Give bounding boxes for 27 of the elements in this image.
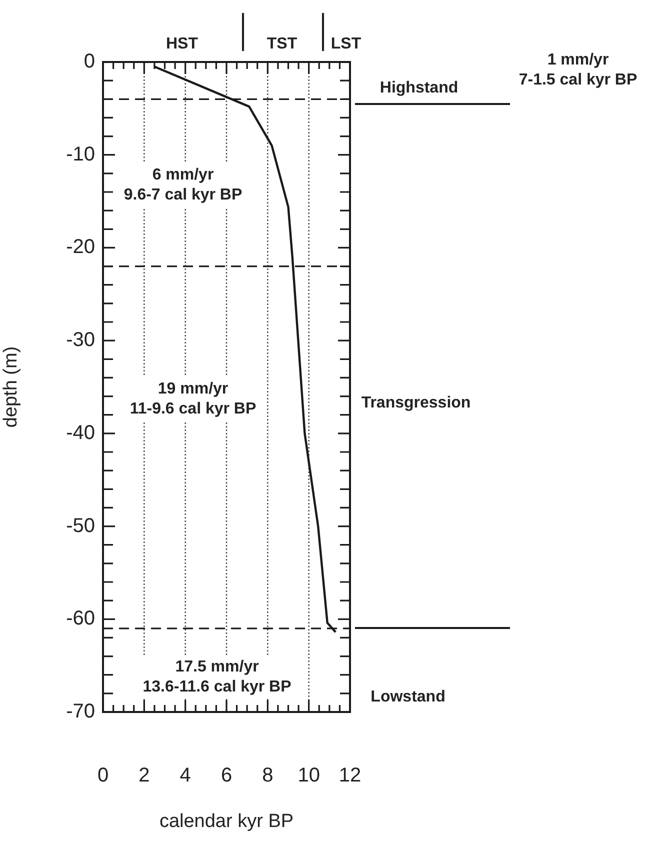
- y-tick-label: -50: [66, 514, 95, 537]
- y-tick-label: -70: [66, 700, 95, 723]
- text: LST: [330, 35, 362, 52]
- y-tick-label: -10: [66, 143, 95, 166]
- y-tick-label: 0: [84, 50, 95, 73]
- annotation: 19 mm/yr 11-9.6 cal kyr BP: [130, 380, 256, 418]
- text: Transgression: [361, 394, 471, 412]
- x-tick-label: 2: [138, 764, 150, 787]
- y-tick-label: -40: [66, 422, 95, 444]
- y-tick-label: -30: [66, 329, 95, 352]
- x-tick-label: 4: [180, 764, 191, 787]
- y-tick-label: -20: [66, 236, 95, 258]
- x-tick-label: 0: [97, 764, 109, 787]
- annotation: 6 mm/yr 9.6-7 cal kyr BP: [124, 166, 242, 204]
- text: TST: [266, 35, 298, 52]
- y-axis-title: depth (m): [0, 346, 22, 428]
- x-tick-label: 10: [298, 764, 320, 787]
- x-axis-title: calendar kyr BP: [159, 810, 294, 832]
- text: HST: [166, 35, 198, 52]
- annotation: 17.5 mm/yr 13.6-11.6 cal kyr BP: [142, 658, 292, 696]
- x-tick-label: 12: [338, 764, 362, 787]
- x-tick-label: 6: [220, 764, 232, 787]
- text: 1 mm/yr 7-1.5 cal kyr BP: [518, 51, 638, 88]
- y-tick-label: -60: [66, 608, 95, 630]
- text: Lowstand: [370, 688, 446, 706]
- text: Highstand: [380, 79, 458, 96]
- x-tick-label: 8: [262, 764, 274, 787]
